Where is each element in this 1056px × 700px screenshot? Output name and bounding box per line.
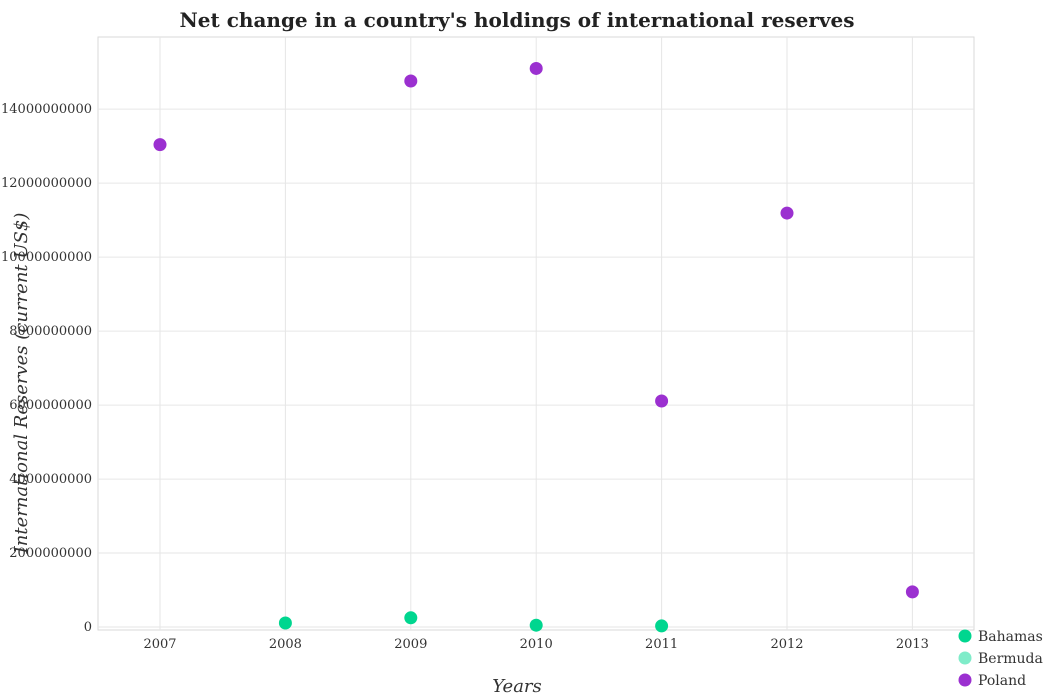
y-tick-label: 4000000000 — [9, 472, 92, 487]
point-poland-2007 — [153, 138, 167, 152]
legend-label-bermuda: Bermuda — [978, 651, 1043, 667]
y-tick-label: 10000000000 — [1, 250, 92, 265]
y-tick-label: 2000000000 — [9, 546, 92, 561]
legend-marker-poland — [958, 673, 972, 687]
chart-title: Net change in a country's holdings of in… — [180, 8, 855, 32]
point-bahamas-2009 — [404, 611, 418, 625]
y-tick-label: 8000000000 — [9, 324, 92, 339]
y-tick-label: 14000000000 — [1, 102, 92, 117]
point-poland-2009 — [404, 74, 418, 88]
point-poland-2013 — [905, 585, 919, 599]
legend-marker-bermuda — [958, 651, 972, 665]
data-marks — [153, 61, 919, 633]
axes: 0 2000000000 4000000000 6000000000 800000000… — [1, 102, 929, 652]
x-tick-label: 2007 — [143, 637, 176, 652]
x-tick-label: 2013 — [896, 637, 929, 652]
grid — [97, 36, 975, 631]
point-bahamas-2008 — [278, 616, 292, 630]
y-tick-label: 6000000000 — [9, 398, 92, 413]
point-poland-2012 — [780, 206, 794, 220]
legend-label-bahamas: Bahamas — [978, 629, 1043, 645]
point-poland-2011 — [655, 394, 669, 408]
x-tick-label: 2011 — [645, 637, 678, 652]
point-bahamas-2010 — [529, 618, 543, 632]
legend: Bahamas Bermuda Poland — [958, 629, 1043, 689]
y-tick-label: 12000000000 — [1, 176, 92, 191]
y-axis-label: International Reserves (current US$) — [11, 213, 32, 555]
x-axis-label: Years — [492, 676, 542, 697]
legend-marker-bahamas — [958, 629, 972, 643]
legend-label-poland: Poland — [978, 673, 1026, 689]
y-tick-label: 0 — [84, 620, 92, 635]
x-tick-label: 2009 — [394, 637, 427, 652]
point-poland-2010 — [529, 61, 543, 75]
x-tick-label: 2012 — [770, 637, 803, 652]
point-bahamas-2011 — [655, 619, 669, 633]
x-tick-label: 2010 — [520, 637, 553, 652]
x-tick-label: 2008 — [269, 637, 302, 652]
